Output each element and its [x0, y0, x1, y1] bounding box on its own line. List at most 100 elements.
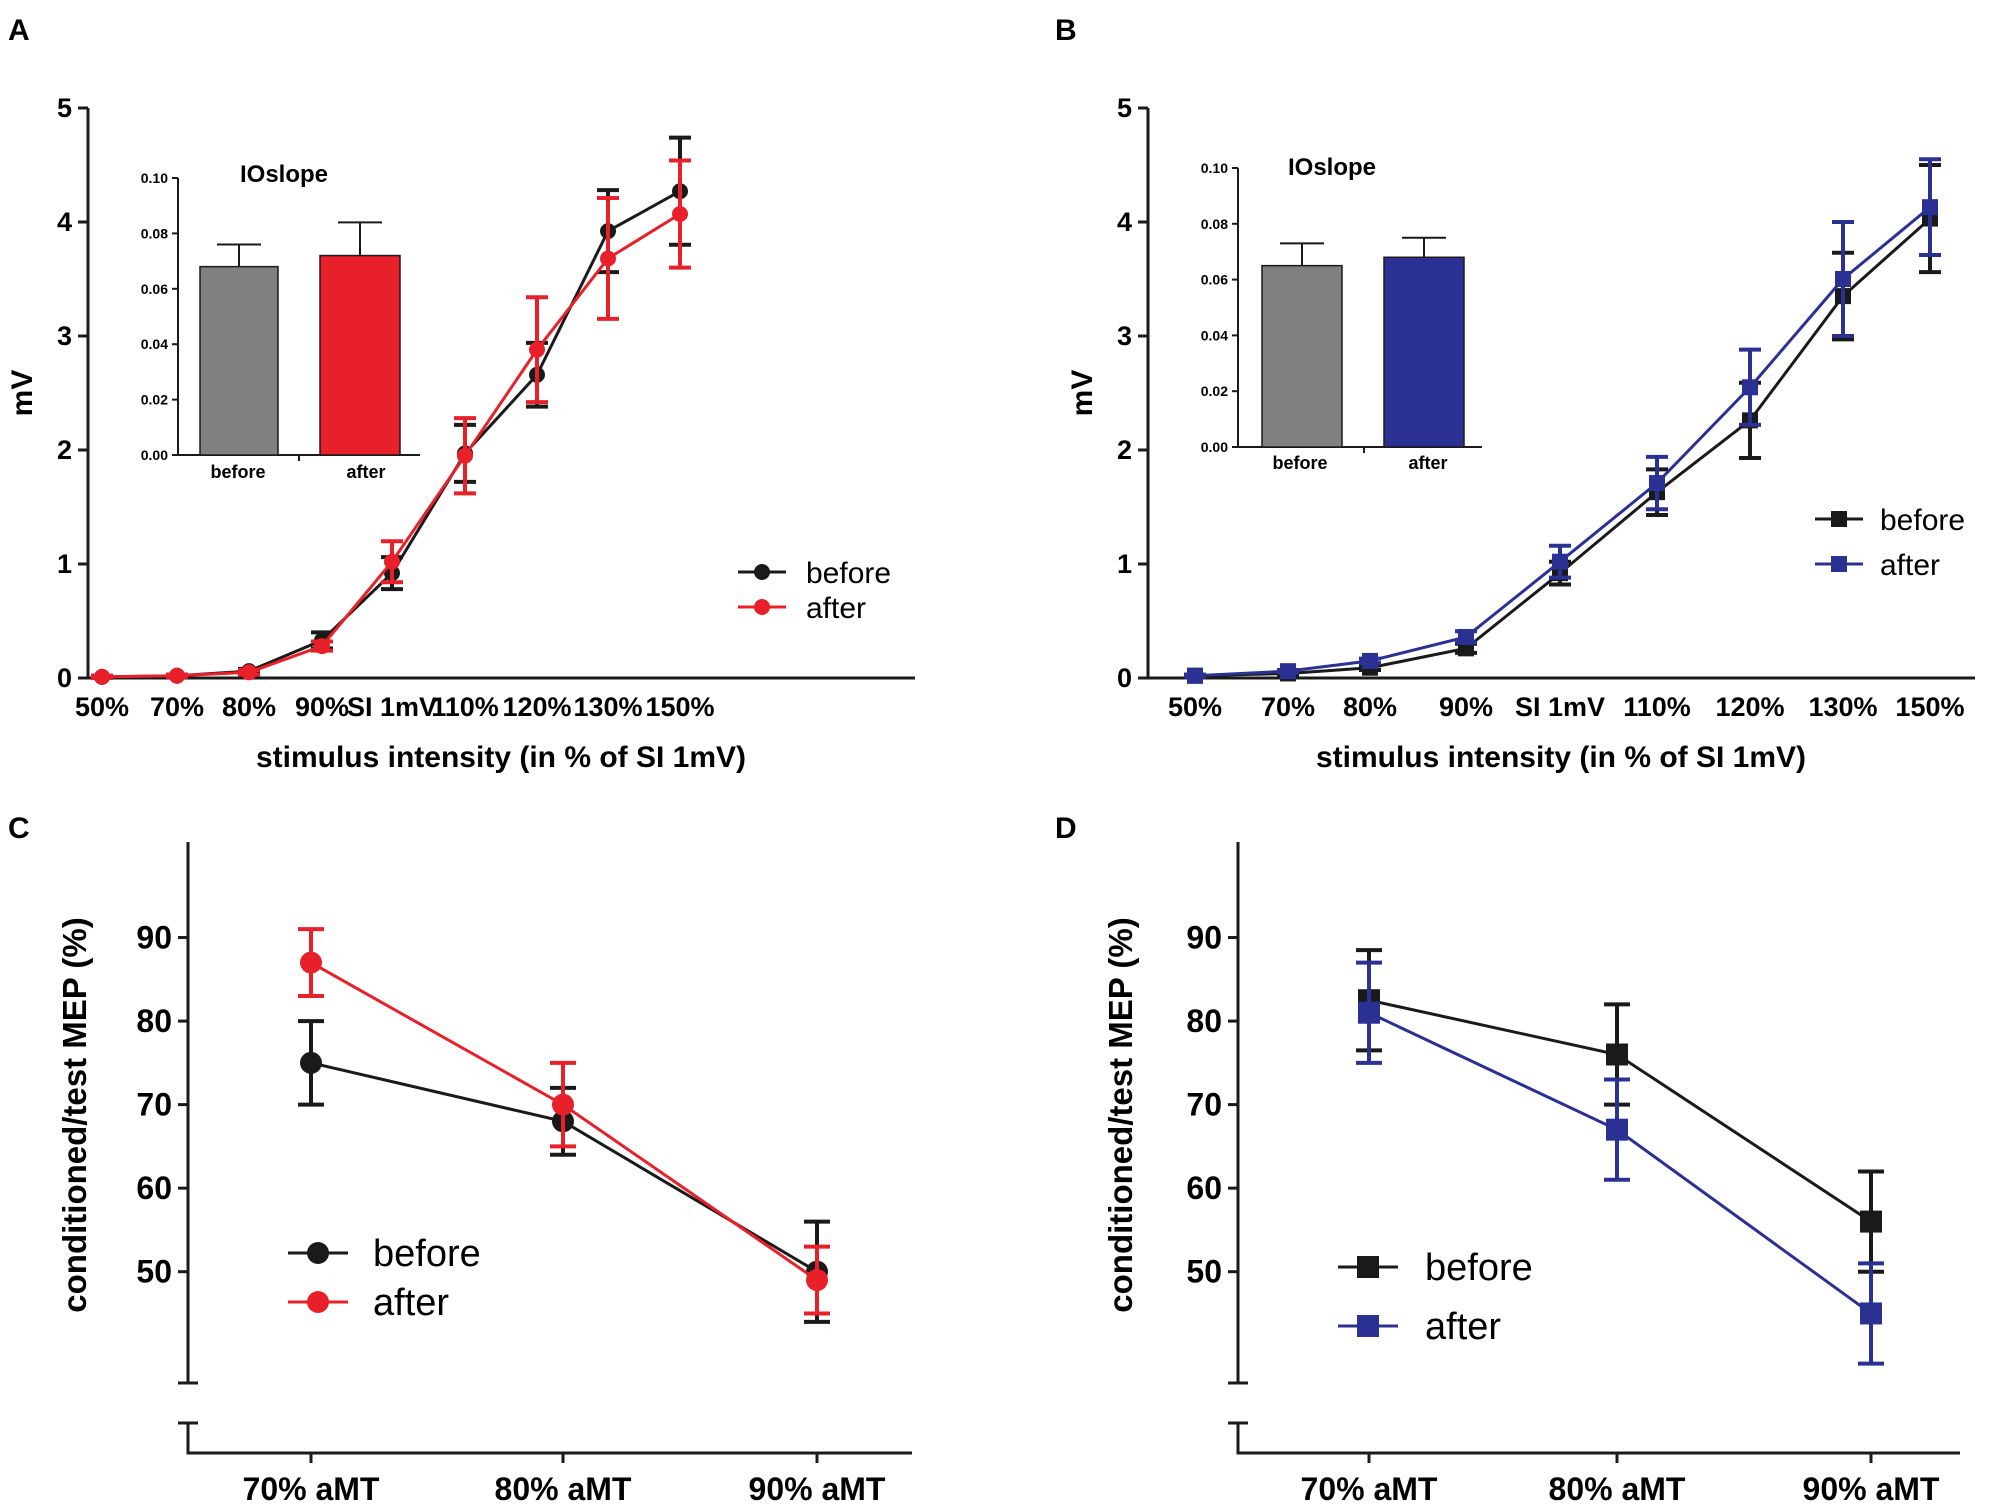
inset-y-tick-label-a-2: 0.04 [141, 336, 168, 352]
point-after-a-2 [241, 664, 257, 681]
legend-marker-before-b [1831, 511, 1847, 527]
inset-cat-after-a: after [346, 462, 385, 482]
inset-title-b: IOslope [1288, 154, 1376, 181]
y-tick-label-b-4: 4 [1117, 207, 1132, 237]
y-tick-label-c-2: 70 [136, 1087, 172, 1123]
y-ticks-b: 0 1 2 3 4 5 [1117, 93, 1148, 693]
x-tick-label-c-1: 80% aMT [495, 1471, 632, 1507]
x-tick-label-c-2: 90% aMT [749, 1471, 886, 1507]
inset-y-tick-label-a-4: 0.08 [141, 225, 168, 241]
panel-d: D 50 60 70 80 90 70% aMT 80% aMT 90% aMT condi… [1055, 812, 1960, 1507]
panel-label-a: A [8, 14, 30, 47]
inset-bar-after-b [1383, 256, 1465, 448]
x-axis-title-a: stimulus intensity (in % of SI 1mV) [256, 741, 746, 774]
x-ticks-d: 70% aMT 80% aMT 90% aMT [1301, 1453, 1940, 1507]
inset-y-tick-label-a-3: 0.06 [141, 281, 168, 297]
x-tick-label-a-8: 150% [645, 692, 714, 722]
y-ticks-c: 50 60 70 80 90 [136, 920, 188, 1290]
x-tick-label-b-4: SI 1mV [1515, 692, 1605, 722]
y-tick-label-b-5: 5 [1117, 93, 1132, 123]
panel-b: B 0 1 2 3 4 5 50% 70% 80% 90% SI 1mV 110% 120% 130% 1… [1055, 14, 1975, 774]
legend-marker-before-d [1357, 1256, 1379, 1278]
y-ticks-a: 0 1 2 3 4 5 [57, 93, 88, 693]
y-tick-label-c-1: 60 [136, 1170, 172, 1206]
inset-y-ticks-b: 0.00 0.02 0.04 0.06 0.08 0.10 [1201, 160, 1238, 455]
y-axis-title-a: mV [6, 370, 39, 417]
inset-y-tick-label-b-4: 0.08 [1201, 216, 1228, 232]
series-layer-b [1184, 157, 1941, 684]
legend-marker-after-a [754, 599, 770, 615]
point-after-b-4 [1552, 553, 1568, 570]
inset-bars-a [199, 221, 401, 456]
x-ticks-c: 70% aMT 80% aMT 90% aMT [243, 1453, 886, 1507]
point-after-b-7 [1835, 271, 1851, 287]
inset-title-a: IOslope [240, 161, 328, 188]
series-after-c [298, 927, 830, 1316]
inset-y-ticks-a: 0.00 0.02 0.04 0.06 0.08 0.10 [141, 170, 178, 463]
inset-y-tick-label-b-1: 0.02 [1201, 383, 1228, 399]
inset-y-tick-label-b-5: 0.10 [1201, 160, 1228, 176]
legend-d: before after [1338, 1247, 1533, 1348]
y-tick-label-a-4: 4 [57, 207, 72, 237]
panel-label-b: B [1055, 14, 1077, 47]
series-layer-c [298, 927, 830, 1324]
x-tick-label-b-8: 150% [1895, 692, 1964, 722]
point-after-a-1 [169, 667, 185, 684]
legend-marker-before-a [754, 564, 770, 580]
point-after-b-3 [1458, 628, 1474, 645]
panel-c: C 50 60 70 80 90 70% aMT 80% aMT 90% aMT condi… [8, 812, 912, 1507]
point-after-d-2 [1860, 1302, 1882, 1325]
x-tick-label-a-3: 90% [295, 692, 349, 722]
inset-bar-before-a [199, 265, 279, 456]
point-before-d-1 [1606, 1043, 1628, 1066]
y-tick-label-a-3: 3 [57, 321, 72, 351]
y-tick-label-a-2: 2 [57, 435, 72, 465]
x-tick-label-a-2: 80% [222, 692, 276, 722]
y-tick-label-c-3: 80 [136, 1003, 172, 1039]
x-tick-label-b-7: 130% [1808, 692, 1877, 722]
panel-label-d: D [1055, 812, 1077, 845]
y-tick-label-a-0: 0 [57, 663, 72, 693]
y-tick-label-c-0: 50 [136, 1254, 172, 1290]
legend-marker-after-d [1357, 1315, 1379, 1337]
series-after-a [91, 158, 691, 685]
legend-label-after-a: after [806, 592, 866, 625]
point-after-a-8 [672, 206, 688, 223]
point-after-c-0 [300, 951, 322, 974]
point-after-b-2 [1362, 652, 1378, 669]
inset-cat-before-a: before [210, 462, 265, 482]
axes-c [178, 842, 912, 1455]
point-after-b-0 [1187, 667, 1203, 684]
legend-marker-before-c [307, 1242, 329, 1264]
y-axis-title-d: conditioned/test MEP (%) [1102, 917, 1139, 1312]
inset-iosplope-b: IOslope 0.000.020.040.060.080.10 before … [1201, 154, 1482, 473]
y-tick-label-d-2: 70 [1186, 1087, 1222, 1123]
legend-label-after-b: after [1880, 549, 1940, 582]
y-tick-label-d-0: 50 [1186, 1254, 1222, 1290]
x-tick-label-d-2: 90% aMT [1803, 1471, 1940, 1507]
x-tick-label-b-3: 90% [1439, 692, 1493, 722]
x-ticks-b: 50% 70% 80% 90% SI 1mV 110% 120% 130% 150% [1168, 692, 1965, 722]
x-tick-label-a-0: 50% [75, 692, 129, 722]
series-line-before-d [1368, 998, 1872, 1223]
inset-cat-before-b: before [1272, 453, 1327, 473]
legend-label-before-d: before [1425, 1247, 1533, 1289]
inset-iosplope-a: IOslope 0.000.020.040.060.080.10 before … [141, 161, 420, 482]
legend-label-after-d: after [1425, 1306, 1501, 1348]
x-tick-label-b-2: 80% [1343, 692, 1397, 722]
y-tick-label-c-4: 90 [136, 920, 172, 956]
point-after-a-4 [384, 553, 400, 570]
point-after-c-1 [552, 1093, 574, 1116]
inset-y-tick-label-a-5: 0.10 [141, 170, 168, 186]
legend-label-before-c: before [373, 1233, 481, 1275]
point-after-b-5 [1649, 475, 1665, 492]
inset-y-tick-label-a-0: 0.00 [141, 447, 168, 463]
inset-y-tick-label-a-1: 0.02 [141, 392, 168, 408]
y-tick-label-b-0: 0 [1117, 663, 1132, 693]
y-tick-label-a-1: 1 [57, 549, 72, 579]
legend-c: before after [288, 1233, 481, 1324]
series-before-d [1356, 948, 1884, 1274]
point-before-d-2 [1860, 1210, 1882, 1233]
x-axis-title-b: stimulus intensity (in % of SI 1mV) [1316, 741, 1806, 774]
